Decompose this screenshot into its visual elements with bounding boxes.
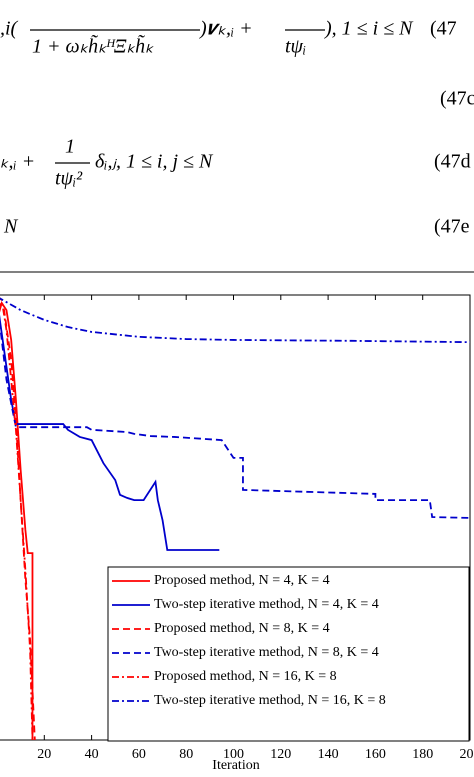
x-tick-label: 180 (412, 747, 433, 762)
legend-label: Two-step iterative method, N = 16, K = 8 (154, 693, 386, 708)
eq-text: )𝒗ₖ,ᵢ + (199, 18, 253, 40)
eq-text: tψᵢ (285, 36, 306, 58)
x-tick-label: 160 (365, 747, 386, 762)
eq-number: (47d (434, 151, 471, 173)
equations: ,i( 1 + ωₖh̃ₖᴴΞₖh̃ₖ )𝒗ₖ,ᵢ + tψᵢ ), 1 ≤ i… (0, 18, 474, 238)
eq-text: ), 1 ≤ i ≤ N (324, 18, 414, 40)
x-tick-label: 120 (270, 747, 291, 762)
legend-label: Two-step iterative method, N = 8, K = 4 (154, 645, 379, 660)
x-tick-label: 20 (37, 747, 51, 762)
legend-box (107, 566, 470, 742)
x-tick-label: 40 (85, 747, 99, 762)
legend-label: Proposed method, N = 16, K = 8 (154, 669, 337, 684)
series-line (0, 314, 220, 551)
eq-text: 1 + ωₖh̃ₖᴴΞₖh̃ₖ (32, 34, 154, 58)
eq-number: (47c (440, 88, 474, 110)
x-tick-label: 80 (179, 747, 193, 762)
x-tick-label: 60 (132, 747, 146, 762)
series-line (0, 297, 470, 344)
legend-label: Proposed method, N = 8, K = 4 (154, 621, 330, 636)
series-line (0, 297, 34, 740)
x-axis-label: Iteration (212, 758, 259, 773)
series-line (0, 317, 470, 519)
legend-label: Proposed method, N = 4, K = 4 (154, 573, 330, 588)
series-line (0, 302, 36, 740)
x-tick-label: 200 (460, 747, 474, 762)
eq-text: N (3, 216, 19, 238)
eq-text: ₖ,ᵢ + (0, 151, 35, 173)
x-tick-label: 140 (318, 747, 339, 762)
eq-text: δᵢ,ⱼ, 1 ≤ i, j ≤ N (95, 151, 214, 173)
eq-text: tψᵢ² (55, 168, 83, 190)
eq-number: (47 (430, 18, 457, 40)
eq-number: (47e (434, 216, 470, 238)
x-tick-label: 100 (223, 747, 244, 762)
legend-label: Two-step iterative method, N = 4, K = 4 (154, 597, 379, 612)
legend: Proposed method, N = 4, K = 4 Two-step it… (107, 566, 470, 742)
plot-lines (0, 297, 470, 740)
eq-text: ,i( (0, 18, 19, 40)
eq-text: 1 (65, 136, 75, 158)
series-line (0, 300, 34, 740)
